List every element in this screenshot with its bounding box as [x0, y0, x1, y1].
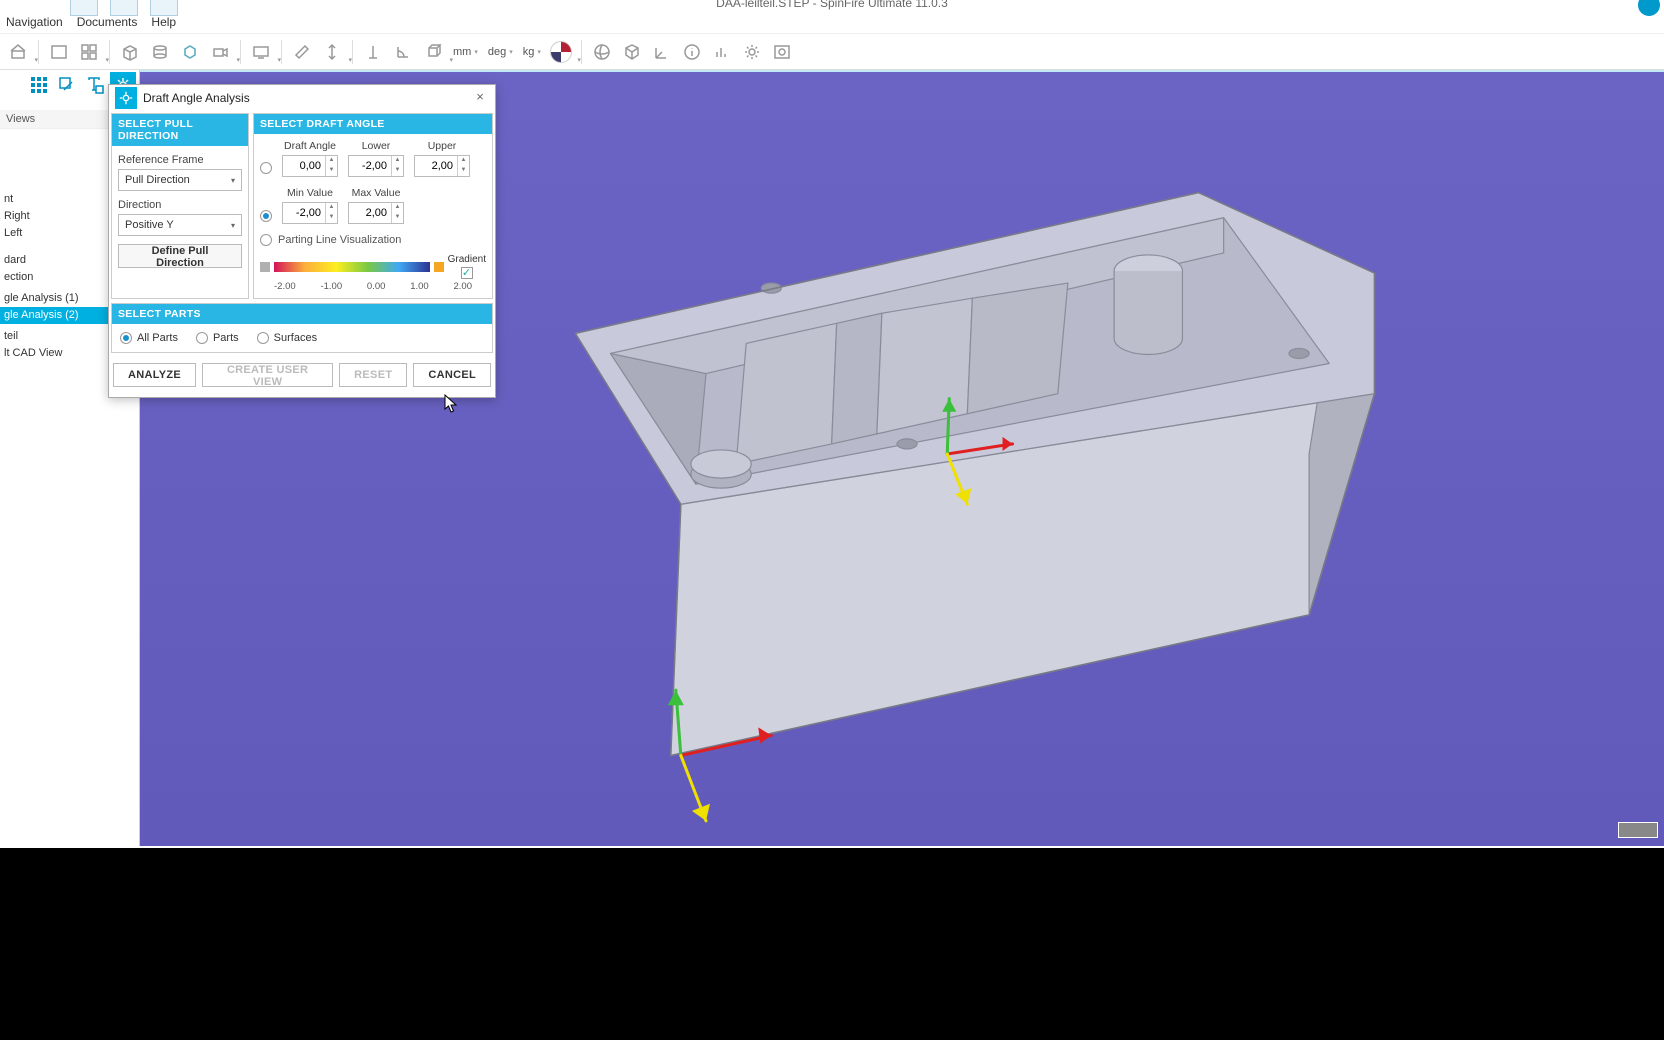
tool-dimension-icon[interactable]	[318, 38, 346, 66]
angle-header: SELECT DRAFT ANGLE	[254, 114, 492, 134]
gradient-label: Gradient	[448, 254, 486, 265]
tool-3d-icon[interactable]	[419, 38, 447, 66]
title-bar: DAA-leilteil.STEP - SpinFire Ultimate 11…	[0, 0, 1664, 10]
dialog-icon	[115, 87, 137, 109]
quick-btn-2[interactable]	[110, 0, 138, 16]
col-upper: Upper	[428, 140, 457, 152]
window-title: DAA-leilteil.STEP - SpinFire Ultimate 11…	[716, 0, 948, 10]
cancel-button[interactable]: CANCEL	[413, 363, 491, 387]
col-lower: Lower	[362, 140, 391, 152]
draft-angle-dialog: Draft Angle Analysis × SELECT PULL DIREC…	[108, 84, 496, 398]
parts-opt-all[interactable]: All Parts	[120, 332, 178, 344]
reset-button: RESET	[339, 363, 407, 387]
side-tab-grid-icon[interactable]	[26, 72, 52, 98]
parting-label: Parting Line Visualization	[278, 234, 401, 246]
parts-opt-parts[interactable]: Parts	[196, 332, 239, 344]
tool-angle-icon[interactable]	[389, 38, 417, 66]
tool-vertical-icon[interactable]	[359, 38, 387, 66]
gradient-strip	[274, 262, 430, 272]
ref-frame-combo[interactable]: Pull Direction	[118, 169, 242, 191]
pull-direction-panel: SELECT PULL DIRECTION Reference Frame Pu…	[111, 113, 249, 299]
create-user-view-button: CREATE USER VIEW	[202, 363, 333, 387]
gradient-bar: Gradient -2.00 -1.00 0.00 1.00 2.00	[260, 254, 486, 292]
close-icon[interactable]: ×	[471, 89, 489, 107]
letterbox	[0, 848, 1664, 1040]
tool-grid-icon[interactable]	[75, 38, 103, 66]
viewport-status-box	[1618, 822, 1658, 838]
lower-input[interactable]: ▲▼	[348, 155, 404, 177]
tool-assembly-icon[interactable]	[176, 38, 204, 66]
tool-screen-icon[interactable]	[247, 38, 275, 66]
gradient-right-swatch	[434, 262, 444, 272]
tool-stats-icon[interactable]	[708, 38, 736, 66]
pull-header: SELECT PULL DIRECTION	[112, 114, 248, 146]
tool-camera-icon[interactable]	[206, 38, 234, 66]
gradient-checkbox[interactable]	[461, 267, 473, 279]
quick-btn-1[interactable]	[70, 0, 98, 16]
tool-box-icon[interactable]	[116, 38, 144, 66]
max-input[interactable]: ▲▼	[348, 202, 404, 224]
col-draft-angle: Draft Angle	[284, 140, 336, 152]
parting-line-option[interactable]: Parting Line Visualization	[260, 234, 486, 246]
direction-combo[interactable]: Positive Y	[118, 214, 242, 236]
define-pull-button[interactable]: Define Pull Direction	[118, 244, 242, 268]
gradient-ticks: -2.00 -1.00 0.00 1.00 2.00	[260, 281, 486, 292]
dialog-title: Draft Angle Analysis	[143, 91, 471, 105]
mode2-radio[interactable]	[260, 210, 272, 222]
tool-cylinder-icon[interactable]	[146, 38, 174, 66]
menu-bar: Navigation Documents Help	[0, 10, 1664, 34]
unit-mass[interactable]: kg	[519, 46, 545, 58]
col-max: Max Value	[352, 187, 401, 199]
mode1-radio[interactable]	[260, 162, 272, 174]
tool-gear-icon[interactable]	[738, 38, 766, 66]
select-parts-panel: SELECT PARTS All Parts Parts Surfaces	[111, 303, 493, 353]
parting-radio[interactable]	[260, 234, 272, 246]
upper-input[interactable]: ▲▼	[414, 155, 470, 177]
min-input[interactable]: ▲▼	[282, 202, 338, 224]
tool-isometric-icon[interactable]	[618, 38, 646, 66]
parts-header: SELECT PARTS	[112, 304, 492, 324]
side-tab-text-icon[interactable]	[82, 72, 108, 98]
tool-info-icon[interactable]	[678, 38, 706, 66]
draft-angle-input[interactable]: ▲▼	[282, 155, 338, 177]
quick-access	[70, 0, 178, 16]
direction-label: Direction	[118, 199, 242, 211]
application-window: DAA-leilteil.STEP - SpinFire Ultimate 11…	[0, 0, 1664, 848]
tool-plane-icon[interactable]	[288, 38, 316, 66]
draft-angle-panel: SELECT DRAFT ANGLE Draft Angle ▲▼	[253, 113, 493, 299]
gradient-left-swatch	[260, 262, 270, 272]
parts-opt-surfaces[interactable]: Surfaces	[257, 332, 317, 344]
unit-angle[interactable]: deg	[484, 46, 517, 58]
unit-length[interactable]: mm	[449, 46, 482, 58]
tool-flag-icon[interactable]	[547, 38, 575, 66]
ref-frame-label: Reference Frame	[118, 154, 242, 166]
menu-documents[interactable]: Documents	[77, 15, 138, 29]
menu-help[interactable]: Help	[151, 15, 176, 29]
tool-home-icon[interactable]	[4, 38, 32, 66]
dialog-buttons: ANALYZE CREATE USER VIEW RESET CANCEL	[109, 355, 495, 397]
tool-axis-icon[interactable]	[648, 38, 676, 66]
dialog-titlebar[interactable]: Draft Angle Analysis ×	[109, 85, 495, 111]
tool-capture-icon[interactable]	[768, 38, 796, 66]
tool-sphere-icon[interactable]	[588, 38, 616, 66]
side-tab-edit-icon[interactable]	[54, 72, 80, 98]
tool-window-icon[interactable]	[45, 38, 73, 66]
col-min: Min Value	[287, 187, 333, 199]
analyze-button[interactable]: ANALYZE	[113, 363, 196, 387]
main-toolbar: mm deg kg	[0, 34, 1664, 70]
menu-navigation[interactable]: Navigation	[6, 15, 63, 29]
quick-btn-3[interactable]	[150, 0, 178, 16]
